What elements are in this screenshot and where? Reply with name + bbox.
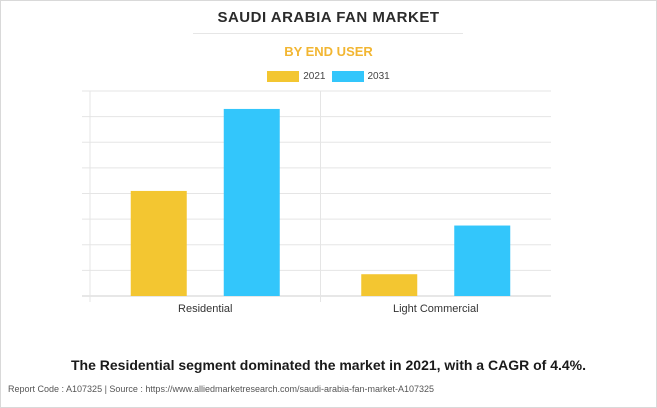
source-footer: Report Code : A107325 | Source : https:/… (8, 384, 435, 394)
bar-2021-residential (130, 190, 187, 296)
legend: 2021 2031 (0, 71, 657, 82)
legend-swatch-2021 (267, 71, 300, 82)
legend-label-2021: 2021 (303, 71, 326, 82)
legend-item-2031: 2031 (331, 71, 390, 82)
legend-item-2021: 2021 (267, 71, 326, 82)
legend-swatch-2031 (331, 71, 364, 82)
title-divider (193, 33, 463, 34)
x-tick-label: Residential (178, 303, 232, 315)
bar-2031-light-commercial (454, 225, 511, 296)
bar-2031-residential (223, 108, 280, 296)
legend-label-2031: 2031 (367, 71, 390, 82)
x-tick-label: Light Commercial (393, 303, 479, 315)
bar-2021-light-commercial (361, 274, 418, 296)
chart-caption: The Residential segment dominated the ma… (70, 357, 586, 373)
chart-title: SAUDI ARABIA FAN MARKET (217, 9, 440, 26)
chart-subtitle: BY END USER (284, 44, 373, 59)
